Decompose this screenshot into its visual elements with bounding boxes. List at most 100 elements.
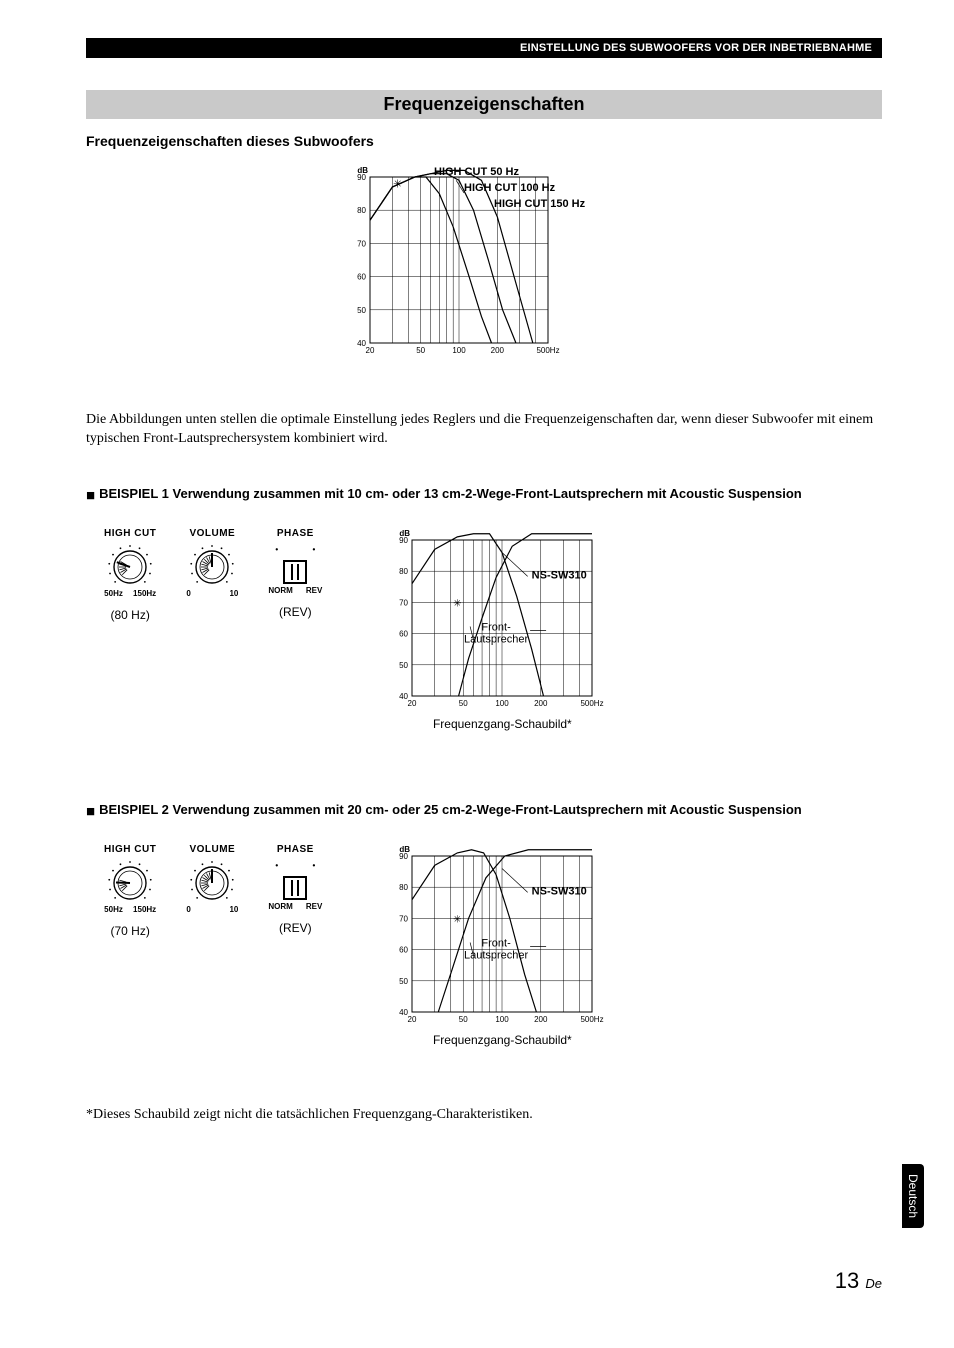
hc-max: 150Hz xyxy=(133,905,156,914)
hc-max: 150Hz xyxy=(133,589,156,598)
svg-text:dB: dB xyxy=(400,845,411,854)
svg-text:100: 100 xyxy=(452,346,466,355)
footnote: *Dieses Schaubild zeigt nicht die tatsäc… xyxy=(86,1107,882,1123)
controls-group-1: HIGH CUT 50Hz 150Hz (80 Hz) VOLUME 0 10 PH… xyxy=(86,528,322,622)
hc-min: 50Hz xyxy=(104,589,123,598)
ex2-phase-value: (REV) xyxy=(268,921,322,935)
language-tab: Deutsch xyxy=(902,1164,924,1228)
volume-control: VOLUME 0 10 xyxy=(186,844,238,938)
phase-rev: REV xyxy=(306,586,322,595)
phase-norm: NORM xyxy=(268,586,292,595)
phase-switch-icon xyxy=(283,876,307,900)
svg-text:dB: dB xyxy=(357,166,368,175)
svg-text:dB: dB xyxy=(400,529,411,538)
ex2-chart-caption: Frequenzgang-Schaubild* xyxy=(433,1033,572,1047)
svg-text:20: 20 xyxy=(408,1015,417,1024)
bullet-icon: ■ xyxy=(86,485,95,506)
svg-text:Front-: Front- xyxy=(482,621,512,633)
header-bar: EINSTELLUNG DES SUBWOOFERS VOR DER INBET… xyxy=(86,38,882,58)
highcut-control: HIGH CUT 50Hz 150Hz (70 Hz) xyxy=(104,844,156,938)
controls-group-2: HIGH CUT 50Hz 150Hz (70 Hz) VOLUME 0 10 PH… xyxy=(86,844,322,938)
svg-text:80: 80 xyxy=(399,567,408,576)
volume-label: VOLUME xyxy=(186,844,238,855)
svg-text:200: 200 xyxy=(534,1015,548,1024)
highcut-knob-icon xyxy=(104,543,156,587)
ex1-chart-block: 4050607080902050100200500HzdBNS-SW310Fro… xyxy=(382,528,622,731)
phase-label: PHASE xyxy=(268,844,322,855)
svg-text:Front-: Front- xyxy=(482,937,512,949)
example1-heading: ■ BEISPIEL 1 Verwendung zusammen mit 10 … xyxy=(86,485,882,506)
phase-control: PHASE •• NORMREV (REV) xyxy=(268,528,322,622)
vol-max: 10 xyxy=(229,589,238,598)
highcut-label: HIGH CUT xyxy=(104,528,156,539)
svg-text:500Hz: 500Hz xyxy=(536,346,559,355)
svg-text:HIGH CUT 50 Hz: HIGH CUT 50 Hz xyxy=(434,166,519,178)
svg-text:80: 80 xyxy=(357,206,366,215)
section-title: Frequenzeigenschaften xyxy=(86,90,882,119)
svg-text:HIGH CUT 100 Hz: HIGH CUT 100 Hz xyxy=(464,182,556,194)
svg-text:HIGH CUT 150 Hz: HIGH CUT 150 Hz xyxy=(494,198,586,210)
svg-text:20: 20 xyxy=(366,346,375,355)
svg-text:50: 50 xyxy=(459,699,468,708)
body-text: Die Abbildungen unten stellen die optima… xyxy=(86,411,882,449)
example2-title: BEISPIEL 2 Verwendung zusammen mit 20 cm… xyxy=(99,801,802,822)
svg-text:50: 50 xyxy=(399,661,408,670)
highcut-label: HIGH CUT xyxy=(104,844,156,855)
volume-knob-icon xyxy=(186,859,238,903)
svg-text:NS-SW310: NS-SW310 xyxy=(532,885,587,897)
vol-max: 10 xyxy=(229,905,238,914)
svg-text:50: 50 xyxy=(399,977,408,986)
svg-text:500Hz: 500Hz xyxy=(581,1015,604,1024)
freq-chart-ex2: 4050607080902050100200500HzdBNS-SW310Fro… xyxy=(382,844,622,1029)
phase-norm: NORM xyxy=(268,902,292,911)
svg-text:100: 100 xyxy=(496,699,510,708)
svg-text:70: 70 xyxy=(357,239,366,248)
ex1-phase-value: (REV) xyxy=(268,605,322,619)
svg-text:50: 50 xyxy=(459,1015,468,1024)
svg-text:NS-SW310: NS-SW310 xyxy=(532,569,587,581)
highcut-knob-icon xyxy=(104,859,156,903)
svg-text:80: 80 xyxy=(399,883,408,892)
example2-heading: ■ BEISPIEL 2 Verwendung zusammen mit 20 … xyxy=(86,801,882,822)
svg-text:60: 60 xyxy=(399,945,408,954)
ex1-hc-value: (80 Hz) xyxy=(104,608,156,622)
svg-text:70: 70 xyxy=(399,598,408,607)
svg-text:100: 100 xyxy=(496,1015,510,1024)
svg-text:✳: ✳ xyxy=(393,179,402,191)
svg-text:✳: ✳ xyxy=(453,914,461,925)
example2-row: HIGH CUT 50Hz 150Hz (70 Hz) VOLUME 0 10 PH… xyxy=(86,844,882,1047)
volume-label: VOLUME xyxy=(186,528,238,539)
page-number: 13 De xyxy=(835,1268,882,1294)
bullet-icon: ■ xyxy=(86,801,95,822)
vol-min: 0 xyxy=(186,589,190,598)
ex1-chart-caption: Frequenzgang-Schaubild* xyxy=(433,717,572,731)
hc-min: 50Hz xyxy=(104,905,123,914)
svg-text:500Hz: 500Hz xyxy=(581,699,604,708)
phase-rev: REV xyxy=(306,902,322,911)
freq-chart-top: 4050607080902050100200500HzdBHIGH CUT 50… xyxy=(334,163,634,363)
svg-text:20: 20 xyxy=(408,699,417,708)
volume-knob-icon xyxy=(186,543,238,587)
svg-text:60: 60 xyxy=(357,273,366,282)
svg-text:50: 50 xyxy=(357,306,366,315)
ex2-chart-block: 4050607080902050100200500HzdBNS-SW310Fro… xyxy=(382,844,622,1047)
example1-row: HIGH CUT 50Hz 150Hz (80 Hz) VOLUME 0 10 PH… xyxy=(86,528,882,731)
highcut-control: HIGH CUT 50Hz 150Hz (80 Hz) xyxy=(104,528,156,622)
page-suffix: De xyxy=(865,1276,882,1291)
ex2-hc-value: (70 Hz) xyxy=(104,924,156,938)
subtitle: Frequenzeigenschaften dieses Subwoofers xyxy=(86,133,882,149)
svg-text:50: 50 xyxy=(416,346,425,355)
svg-text:200: 200 xyxy=(534,699,548,708)
volume-control: VOLUME 0 10 xyxy=(186,528,238,622)
svg-text:✳: ✳ xyxy=(453,598,461,609)
vol-min: 0 xyxy=(186,905,190,914)
svg-text:200: 200 xyxy=(491,346,505,355)
phase-switch-icon xyxy=(283,560,307,584)
phase-control: PHASE •• NORMREV (REV) xyxy=(268,844,322,938)
phase-label: PHASE xyxy=(268,528,322,539)
svg-text:70: 70 xyxy=(399,914,408,923)
chart-top-wrap: 4050607080902050100200500HzdBHIGH CUT 50… xyxy=(86,163,882,363)
freq-chart-ex1: 4050607080902050100200500HzdBNS-SW310Fro… xyxy=(382,528,622,713)
page-num-value: 13 xyxy=(835,1268,859,1293)
example1-title: BEISPIEL 1 Verwendung zusammen mit 10 cm… xyxy=(99,485,802,506)
